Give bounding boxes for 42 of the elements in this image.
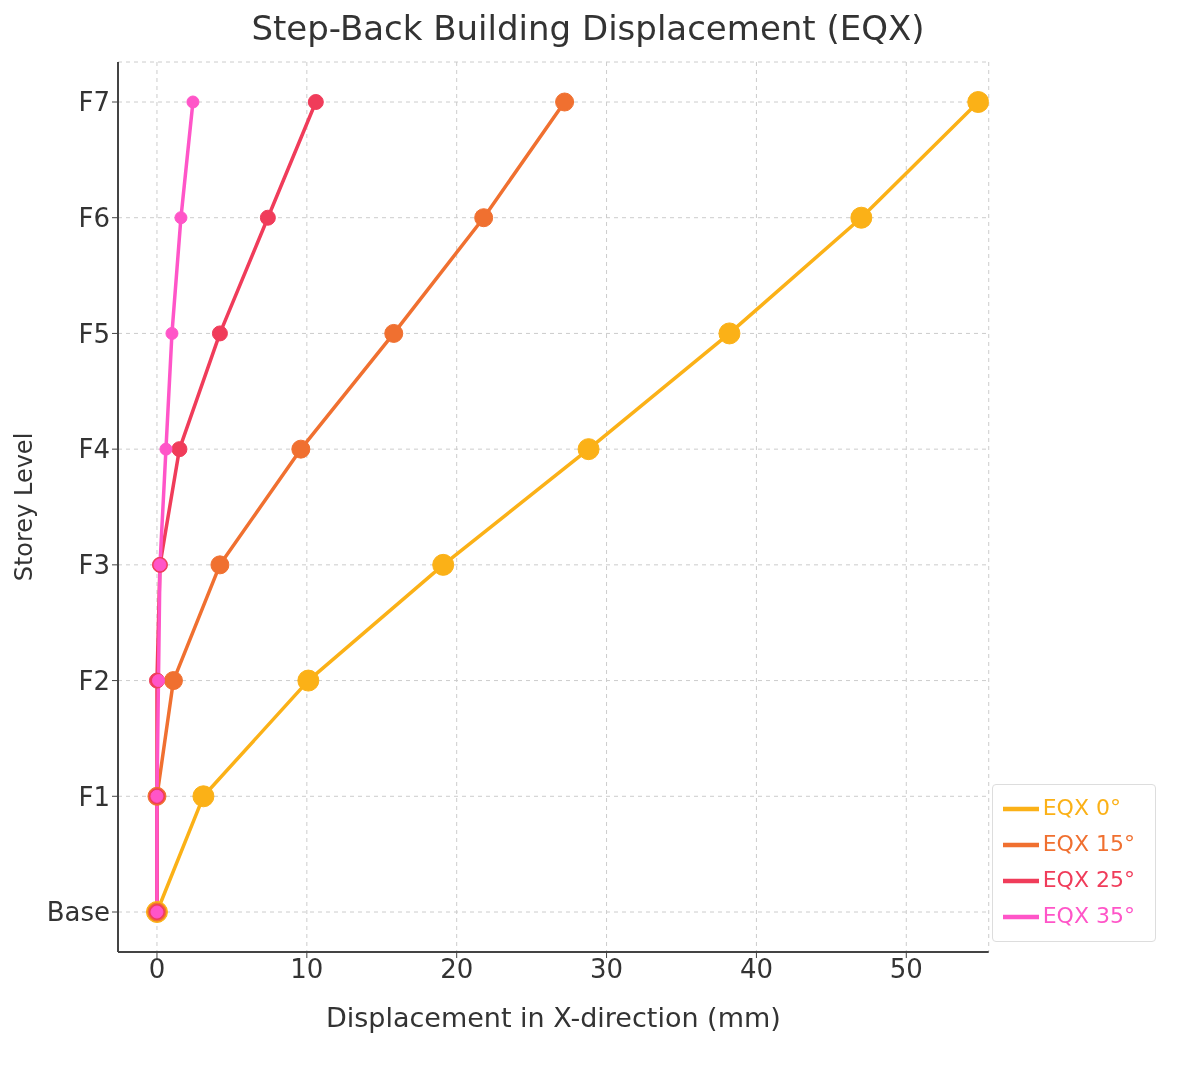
x-tick-label: 30	[590, 954, 624, 985]
y-tick-label: F6	[78, 202, 110, 233]
point	[718, 322, 741, 345]
point	[967, 91, 989, 113]
point	[192, 785, 215, 808]
point	[210, 555, 230, 575]
point	[174, 211, 188, 225]
point	[186, 95, 200, 109]
point	[171, 441, 188, 458]
x-axis-title: Displacement in X-direction (mm)	[325, 1002, 781, 1033]
x-tick-label: 40	[739, 954, 773, 985]
point	[297, 669, 320, 692]
chart-title: Step-Back Building Displacement (EQX)	[250, 8, 926, 48]
point	[384, 323, 404, 343]
legend-label: EQX 25°	[1042, 867, 1135, 892]
point	[307, 94, 324, 110]
point	[555, 92, 575, 112]
point	[165, 326, 179, 340]
y-tick-label: F5	[78, 318, 110, 349]
point	[474, 208, 494, 228]
point	[159, 442, 173, 456]
y-tick-label: F4	[78, 434, 110, 465]
point	[577, 438, 600, 461]
y-axis-title: Storey Level	[9, 432, 38, 582]
x-tick-label: 50	[889, 954, 923, 985]
y-tick-label: Base	[46, 897, 110, 928]
point	[432, 553, 455, 576]
point	[850, 206, 873, 229]
x-tick-label: 20	[440, 954, 474, 985]
point	[163, 671, 183, 691]
x-tick-label: 0	[148, 954, 166, 985]
y-tick-label: F3	[78, 550, 110, 581]
point	[291, 439, 311, 459]
point	[211, 325, 228, 342]
x-tick-label: 10	[290, 954, 324, 985]
y-tick-label: F1	[78, 781, 110, 812]
legend-label: EQX 0°	[1042, 795, 1121, 820]
legend-label: EQX 35°	[1042, 903, 1135, 928]
legend-label: EQX 15°	[1042, 831, 1135, 856]
y-tick-label: F7	[78, 87, 110, 118]
point	[259, 209, 276, 226]
y-tick-label: F2	[78, 665, 110, 696]
